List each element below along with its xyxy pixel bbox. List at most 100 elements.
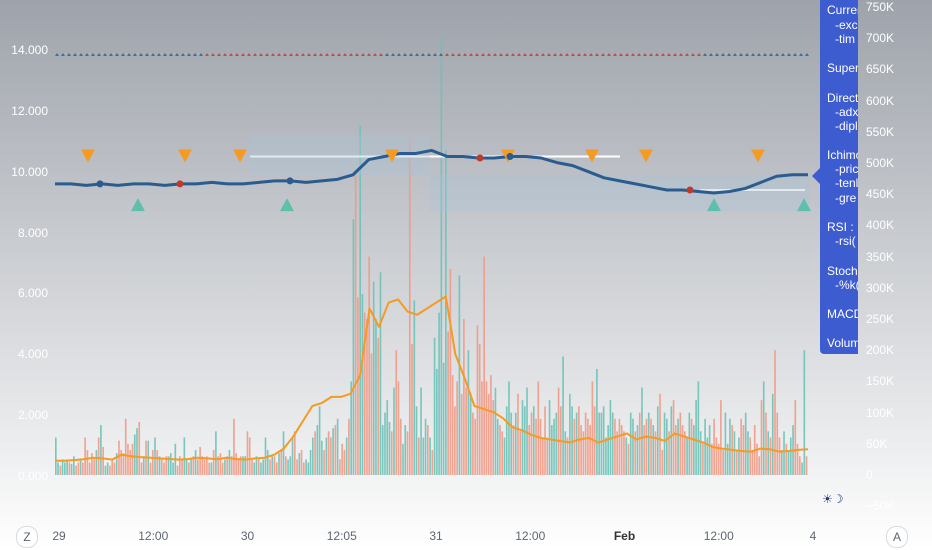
volume-bar (650, 418, 652, 475)
signal-marker (655, 53, 659, 56)
volume-bar (490, 375, 492, 475)
volume-bar (363, 312, 366, 475)
volume-bar (708, 425, 711, 475)
legend-item[interactable]: Curren (827, 3, 858, 17)
volume-bar (537, 381, 540, 475)
volume-bar (359, 125, 362, 475)
volume-bar (665, 418, 668, 475)
volume-bar (57, 462, 59, 475)
legend-item[interactable]: -tenl (835, 176, 858, 190)
legend-item[interactable]: Directi (827, 91, 858, 105)
volume-bar (397, 381, 400, 475)
signal-marker (661, 53, 665, 56)
volume-bar (260, 462, 262, 475)
signal-marker (541, 53, 545, 56)
volume-bar (433, 337, 436, 475)
volume-bar (372, 281, 375, 475)
legend-item[interactable]: MACD (827, 307, 858, 321)
legend-item[interactable]: RSI : (827, 220, 854, 234)
volume-bar (312, 437, 314, 475)
volume-bar (190, 459, 192, 475)
legend-item[interactable]: -dipl (835, 119, 858, 133)
signal-marker (685, 53, 689, 56)
volume-bar (801, 462, 803, 475)
x-axis-tick-label: 12:00 (515, 529, 546, 543)
volume-bar (478, 343, 481, 475)
signal-marker (151, 53, 155, 56)
volume-bar (548, 400, 551, 475)
volume-bar (445, 150, 447, 475)
volume-bar (390, 431, 393, 475)
volume-bar (402, 443, 404, 475)
legend-item[interactable]: -tim (835, 32, 855, 46)
volume-bar (654, 431, 657, 475)
volume-bar (201, 456, 204, 475)
theme-toggle-icon[interactable]: ☀☽ (822, 492, 844, 506)
volume-bar (86, 450, 89, 475)
volume-bar (115, 453, 118, 475)
legend-item[interactable]: Ichimo (827, 148, 858, 162)
volume-bar (370, 353, 373, 475)
trade-dot (286, 177, 294, 185)
volume-bar (332, 428, 334, 475)
volume-bar (465, 387, 467, 475)
zoom-button[interactable]: Z (16, 526, 38, 548)
signal-marker (115, 53, 119, 56)
legend-item[interactable]: -rsi( (835, 234, 856, 248)
signal-marker (463, 53, 467, 56)
volume-bar (456, 381, 458, 475)
signal-marker (145, 53, 149, 56)
volume-bar (467, 350, 470, 475)
legend-item[interactable]: -exc (835, 18, 858, 32)
down-arrow-marker (585, 149, 599, 163)
signal-marker (601, 53, 605, 56)
signal-marker (391, 53, 395, 56)
signal-marker (235, 53, 239, 56)
volume-bar (413, 300, 416, 475)
x-axis-tick-label: 31 (429, 529, 443, 543)
legend-item[interactable]: -gre (835, 191, 857, 205)
signal-marker (511, 53, 515, 56)
legend-item[interactable]: Volum (827, 336, 858, 350)
volume-bar (600, 412, 603, 475)
volume-bar (762, 381, 765, 475)
volume-bar (609, 400, 612, 475)
signal-marker (337, 53, 341, 56)
legend-item[interactable]: -adx (835, 105, 858, 119)
volume-bar (136, 428, 138, 475)
volume-bar (647, 412, 650, 475)
auto-scale-button[interactable]: A (886, 526, 908, 548)
volume-bar (503, 437, 506, 475)
volume-bar (528, 425, 531, 475)
volume-bar (221, 462, 224, 475)
signal-marker (559, 53, 563, 56)
legend-item[interactable]: SuperT (827, 61, 858, 75)
volume-bar (618, 418, 621, 475)
volume-bar (309, 450, 312, 475)
volume-bar (690, 418, 693, 475)
legend-item[interactable]: -%k( (835, 278, 858, 292)
legend-item[interactable]: -pric (835, 162, 858, 176)
volume-bar (66, 459, 68, 475)
signal-marker (505, 53, 509, 56)
volume-bar (740, 418, 743, 475)
volume-bar (298, 453, 301, 475)
signal-marker (325, 53, 329, 56)
indicator-legend-panel[interactable]: Curren-exc-tim SuperT Directi-adx-dipl Ichi… (820, 0, 858, 354)
legend-item[interactable]: Stocha (827, 264, 858, 278)
volume-bar (564, 431, 567, 475)
down-arrow-marker (639, 149, 653, 163)
volume-bar (508, 381, 510, 475)
volume-bar (307, 462, 310, 475)
volume-bar (156, 450, 159, 475)
signal-marker (271, 53, 275, 56)
volume-bar (476, 325, 479, 475)
volume-bar (113, 462, 116, 475)
volume-bar (82, 462, 84, 475)
volume-bar (652, 425, 655, 475)
volume-bar (91, 453, 93, 475)
volume-bar (735, 450, 738, 475)
signal-marker (343, 53, 347, 56)
volume-bar (463, 319, 465, 475)
